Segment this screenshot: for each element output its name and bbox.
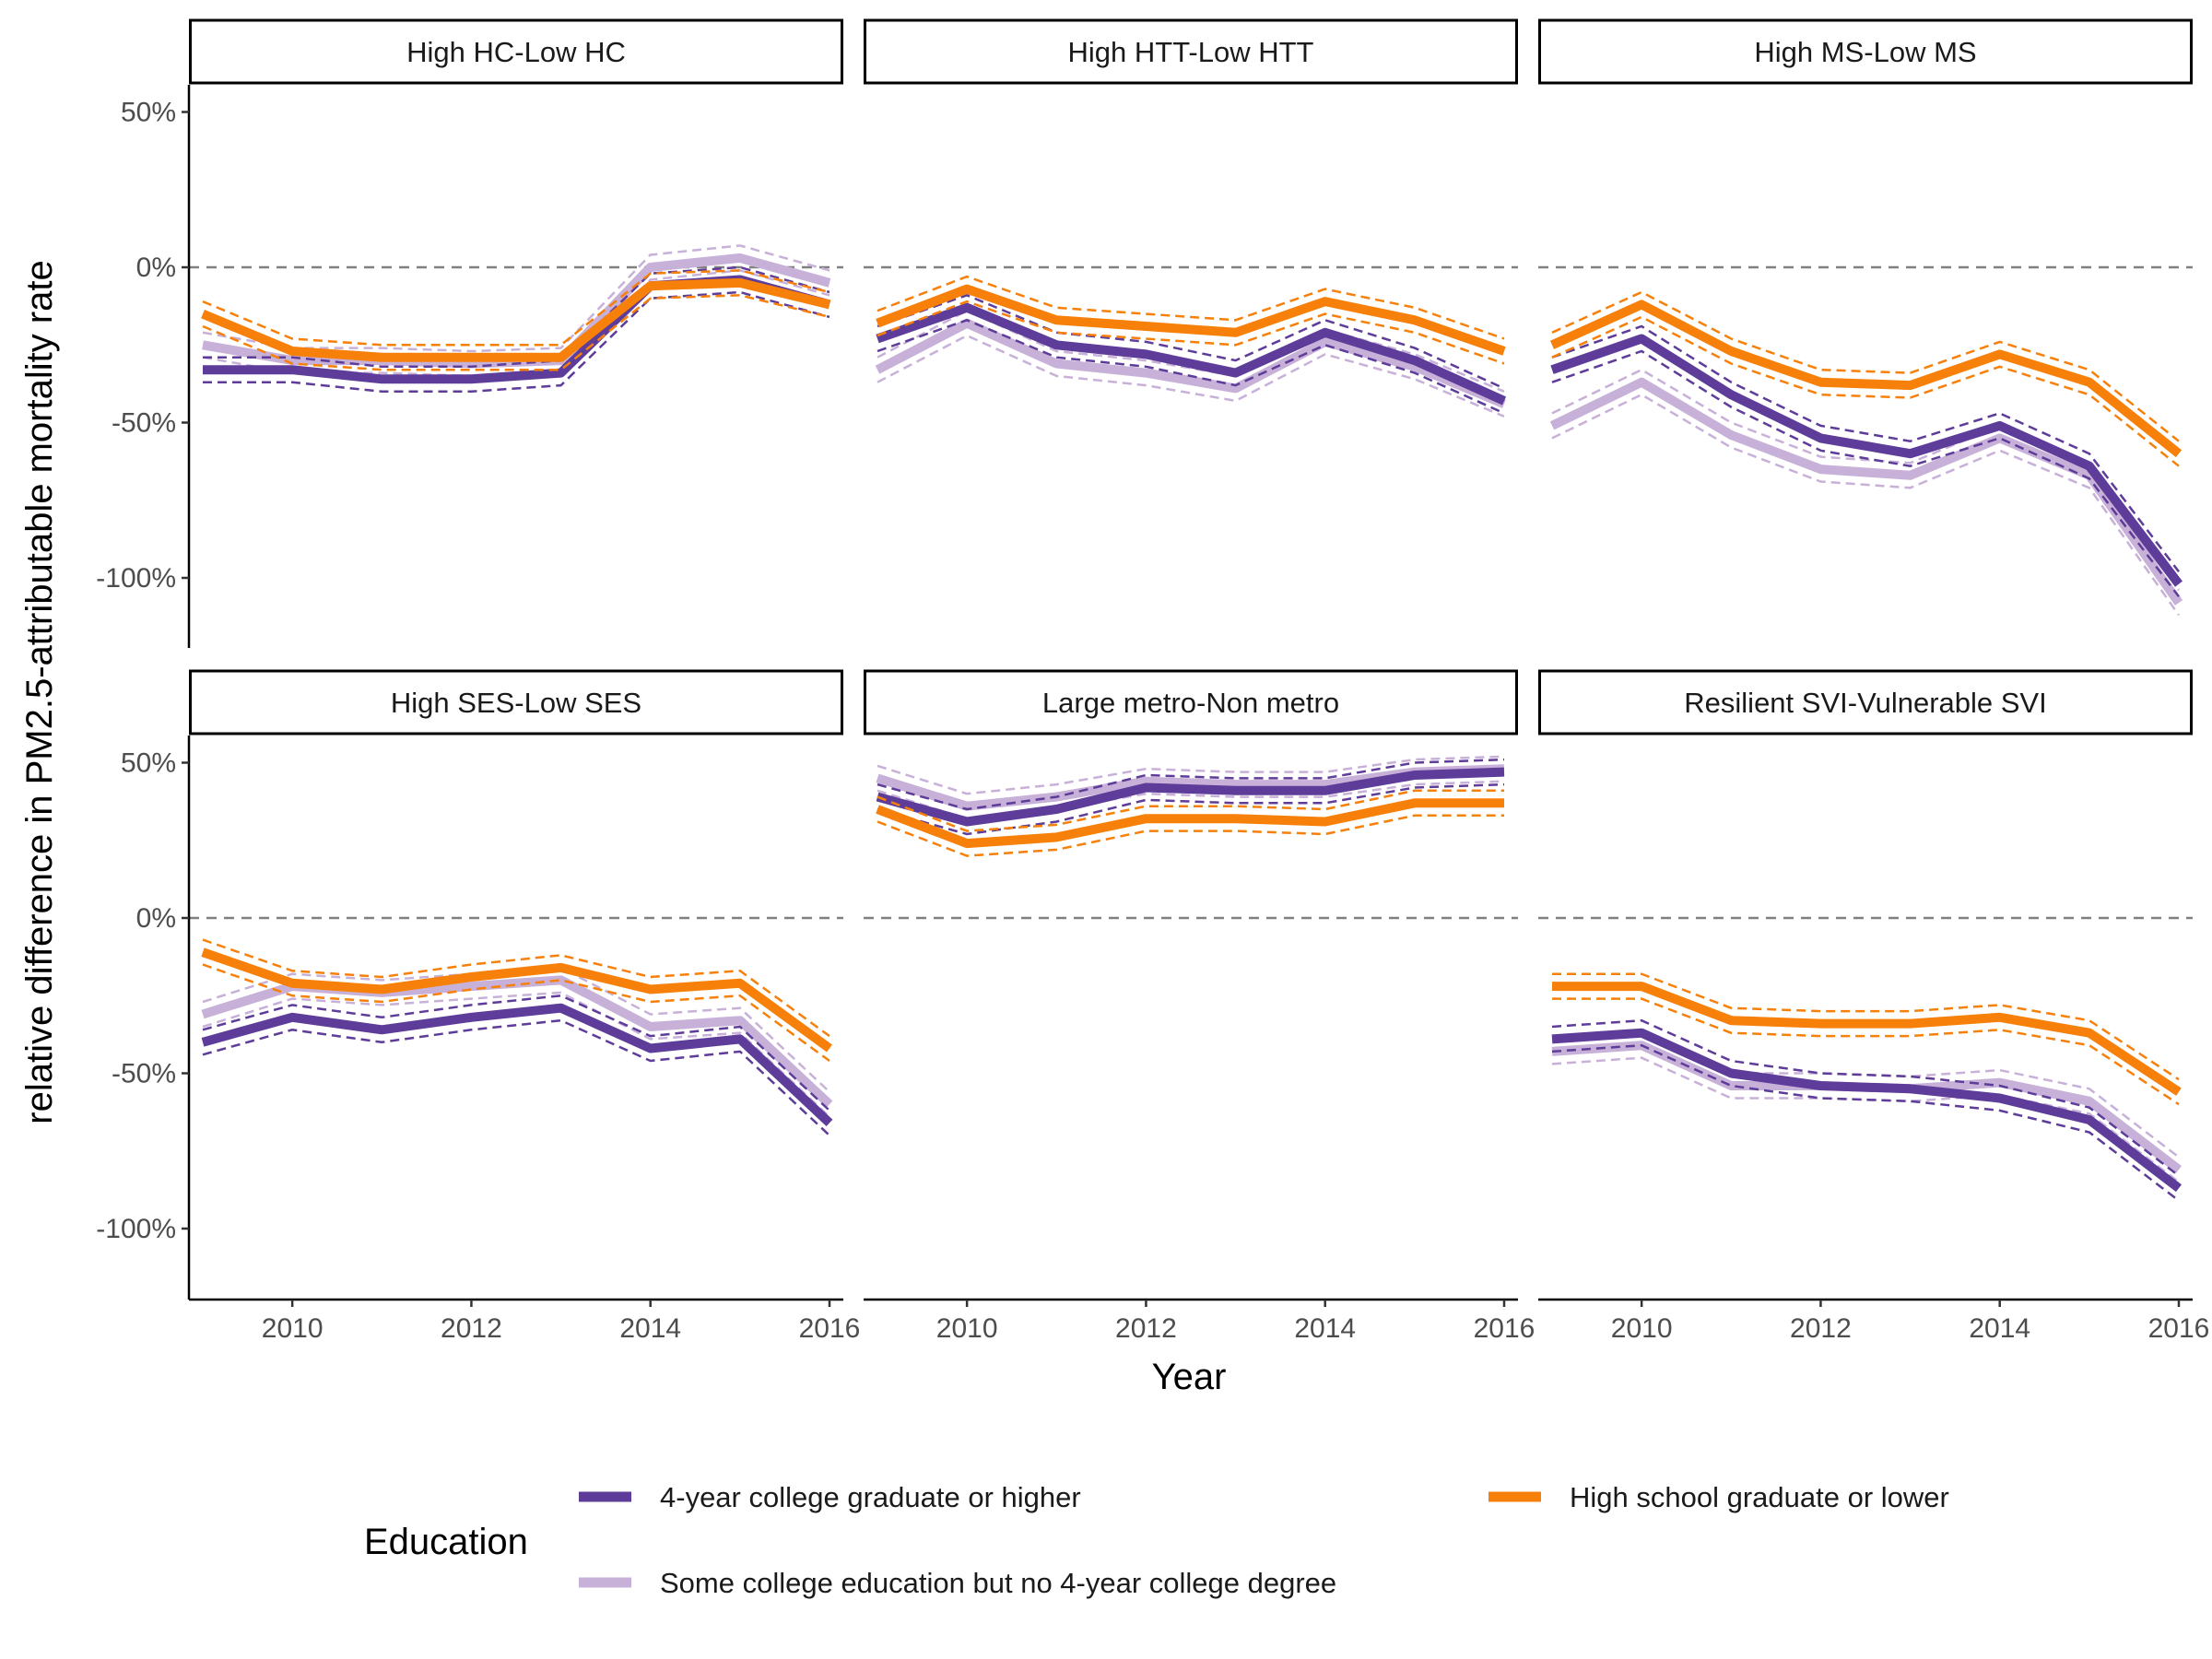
x-tick-label: 2012 [1790,1313,1852,1344]
y-tick-label: 50% [121,748,176,779]
x-tick-label: 2016 [799,1313,861,1344]
panel-strip [1538,669,2193,735]
legend-title: Education [364,1522,528,1562]
panel-title: High HTT-Low HTT [1068,36,1314,68]
series-line-high-school [876,798,1504,849]
legend-label-some-college: Some college education but no 4-year col… [660,1567,1336,1599]
series-line-college-graduate [201,1003,833,1127]
legend: Education 4-year college graduate or hig… [364,1481,1949,1599]
ci-lower-college-graduate [1551,349,2180,597]
ci-lower-college-graduate [203,290,830,394]
panel-strip [1538,18,2193,85]
ci-lower-college-graduate [202,1018,830,1136]
ci-lower-some-college [202,991,830,1118]
legend-label-high-school: High school graduate or lower [1570,1481,1949,1513]
series-line-college-graduate [1551,1028,2183,1193]
y-tick-label: 50% [121,98,176,128]
ci-upper-high-school [877,275,1505,340]
panel-strip [864,669,1518,735]
ci-upper-some-college [1551,368,2181,592]
panel-title: High SES-Low SES [391,687,641,719]
ci-upper-high-school [202,938,830,1038]
legend-label-college-graduate: 4-year college graduate or higher [660,1481,1081,1513]
x-axis-title: Year [1152,1357,1227,1397]
ci-lower-high-school [202,294,830,371]
ci-upper-college-graduate [1551,324,2180,573]
ci-upper-high-school [1551,290,2180,442]
y-axis-title: relative difference in PM2.5-attributabl… [19,260,60,1124]
panel-title: Large metro-Non metro [1042,687,1339,719]
panel-strip [189,669,843,735]
series-line-high-school [876,284,1506,356]
series-line-high-school [1549,300,2183,458]
panels-layer: High HC-Low HC 50% 0% -50% -100% High HTT-Low… [96,18,2210,1344]
series-line-college-graduate [876,302,1507,406]
panel-title: High MS-Low MS [1754,36,1976,68]
x-tick-label: 2016 [1474,1313,1535,1344]
y-tick-label: 0% [136,253,176,283]
ci-upper-college-graduate [203,265,830,369]
x-tick-label: 2010 [1611,1313,1673,1344]
ci-upper-college-graduate [877,293,1505,390]
panel-title: High HC-Low HC [406,36,626,68]
ci-upper-college-graduate [202,994,830,1112]
series-line-college-graduate [1550,334,2183,587]
y-tick-label: -50% [112,1059,176,1089]
ci-lower-high-school [877,814,1504,857]
ci-lower-some-college [1551,1056,2180,1183]
panel-title: Resilient SVI-Vulnerable SVI [1684,687,2046,719]
panel-3: High MS-Low MS [1538,18,2193,617]
panel-5: Large metro-Non metro 2010 2012 2014 2016 [864,669,1535,1344]
ci-lower-some-college [1551,393,2181,617]
series-line-high-school [201,277,831,362]
series-line-high-school [201,947,832,1053]
x-tick-label: 2012 [1115,1313,1177,1344]
series-line-some-college [1549,377,2183,606]
x-tick-label: 2014 [1969,1313,2030,1344]
ci-upper-college-graduate [1551,1018,2180,1177]
ci-upper-high-school [202,269,830,347]
ci-lower-high-school [877,300,1505,365]
panel-strip [864,18,1518,85]
panel-1: High HC-Low HC 50% 0% -50% -100% [96,18,843,648]
ci-lower-college-graduate [1551,1043,2180,1202]
ci-lower-college-graduate [877,782,1505,836]
x-tick-label: 2016 [2148,1313,2210,1344]
x-tick-label: 2010 [936,1313,998,1344]
panel-4: High SES-Low SES 50% 0% -50% -100% 2010 2012 20… [96,669,861,1344]
y-tick-label: -50% [112,408,176,439]
x-tick-label: 2014 [1294,1313,1356,1344]
ci-lower-college-graduate [877,318,1505,415]
series-line-college-graduate [876,767,1505,827]
y-tick-label: -100% [96,563,176,594]
ci-upper-some-college [877,755,1505,795]
ci-lower-high-school [1552,997,2180,1106]
series-line-high-school [1552,982,2182,1096]
panel-strip [189,18,843,85]
panel-6: Resilient SVI-Vulnerable SVI 2010 2012 2014… [1538,669,2210,1344]
ci-lower-high-school [202,963,830,1063]
ci-upper-college-graduate [877,758,1505,811]
x-tick-label: 2010 [262,1313,324,1344]
ci-upper-high-school [877,789,1504,832]
y-tick-label: 0% [136,903,176,934]
panel-2: High HTT-Low HTT [864,18,1518,418]
series-line-some-college [875,318,1506,408]
series-line-some-college [202,253,831,369]
x-tick-label: 2012 [441,1313,502,1344]
y-tick-label: -100% [96,1214,176,1244]
ci-upper-high-school [1552,972,2180,1081]
y-axis-title-group: relative difference in PM2.5-attributabl… [19,260,60,1124]
x-tick-label: 2014 [619,1313,681,1344]
